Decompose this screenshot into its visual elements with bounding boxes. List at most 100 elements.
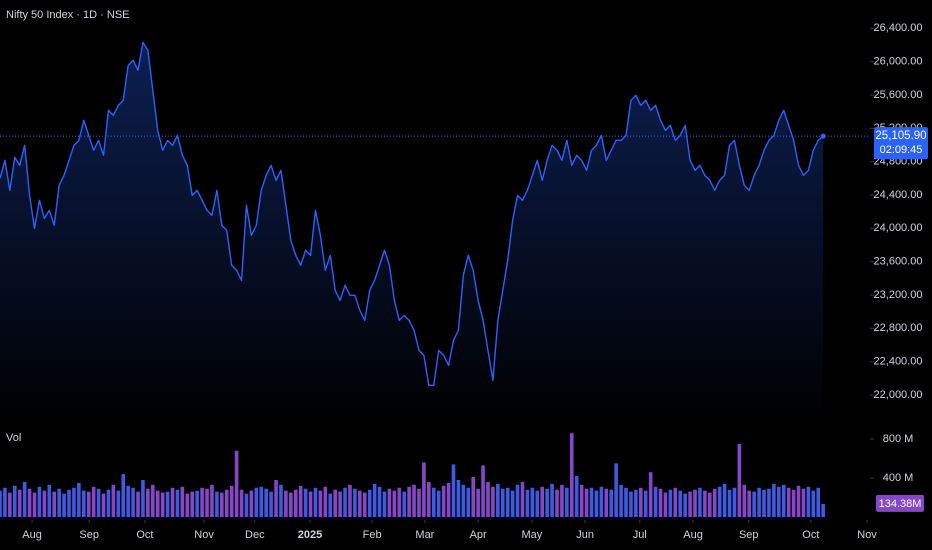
volume-bar (215, 491, 219, 517)
volume-bar (643, 490, 648, 517)
volume-bar (781, 484, 786, 517)
volume-bar (708, 492, 712, 517)
volume-bar (3, 487, 7, 517)
volume-bar (328, 493, 333, 517)
last-price-label: 25,105.90 (875, 130, 926, 142)
x-tick-label: Dec (245, 529, 265, 541)
volume-bar (412, 484, 416, 517)
volume-bar (752, 491, 756, 517)
volume-bar (244, 493, 249, 517)
volume-bar (757, 487, 761, 517)
y-tick-label: 26,400.00 (874, 22, 923, 34)
volume-bar (392, 490, 397, 517)
y-tick-label: 800 M (883, 433, 914, 445)
volume-bar (481, 465, 485, 517)
volume-bar (638, 487, 643, 517)
volume-bar (515, 484, 520, 517)
volume-bar (747, 490, 752, 517)
volume-bar (0, 490, 2, 517)
volume-bar (683, 493, 687, 517)
volume-bar (81, 490, 86, 517)
volume-bar (126, 485, 130, 517)
volume-bar (668, 489, 673, 517)
volume-bar (101, 493, 106, 517)
volume-bar (254, 487, 259, 517)
volume-bar (382, 491, 387, 517)
volume-bar (500, 488, 505, 517)
volume-bar (545, 488, 549, 517)
volume-bar (772, 483, 776, 517)
volume-bar (136, 491, 140, 517)
volume-bar (91, 486, 96, 517)
volume-bar (427, 481, 431, 517)
volume-bar (77, 482, 81, 517)
x-tick-label: 2025 (298, 529, 322, 541)
y-tick-label: 24,000.00 (874, 222, 923, 234)
volume-bar (712, 488, 717, 517)
volume-bar (264, 488, 268, 517)
volume-bar (42, 490, 47, 517)
volume-bar (180, 486, 185, 517)
y-tick-label: 26,000.00 (874, 56, 923, 68)
volume-bar (540, 486, 545, 517)
x-tick-label: Aug (683, 529, 703, 541)
volume-bar (604, 488, 609, 517)
last-volume-label: 134.38M (879, 498, 922, 510)
volume-bar (614, 463, 618, 517)
volume-bar (224, 489, 229, 517)
volume-bar (791, 489, 796, 517)
volume-bar (446, 482, 451, 517)
volume-bar (372, 483, 377, 517)
volume-bar (402, 491, 406, 517)
volume-bar (678, 490, 683, 517)
volume-bar (72, 487, 76, 517)
volume-bar (195, 490, 199, 517)
volume-bar (505, 487, 510, 517)
volume-bar (732, 487, 737, 517)
volume-bar (698, 487, 702, 517)
volume-bar (131, 487, 135, 517)
volume-bar (436, 490, 441, 517)
x-tick-label: Jul (633, 529, 647, 541)
volume-bar (155, 490, 160, 517)
volume-bar (239, 489, 244, 517)
volume-bar (584, 488, 589, 517)
y-tick-label: 400 M (883, 472, 914, 484)
volume-bar (530, 487, 535, 517)
volume-bar (116, 490, 121, 517)
volume-label: Vol (6, 432, 21, 444)
volume-bar (8, 492, 12, 517)
volume-bar (496, 483, 500, 517)
volume-bar (151, 484, 155, 517)
volume-bar (234, 450, 239, 517)
volume-bar (343, 487, 347, 517)
volume-bar (560, 484, 564, 517)
x-tick-label: Aug (22, 529, 42, 541)
volume-bar (737, 443, 742, 517)
volume-bar (165, 491, 170, 517)
volume-bar (653, 486, 658, 517)
volume-bar (274, 479, 278, 517)
volume-bar (175, 489, 180, 517)
x-tick-label: Feb (363, 529, 382, 541)
volume-bar (96, 488, 101, 517)
volume-bar (742, 484, 747, 517)
volume-bar (634, 489, 638, 517)
volume-bar (269, 491, 273, 517)
volume-bar (67, 489, 71, 517)
volume-bar (811, 490, 816, 517)
area-fill (0, 42, 824, 425)
volume-bar (348, 484, 352, 517)
volume-bar (441, 485, 446, 517)
volume-bar (663, 492, 668, 517)
countdown: 02:09:45 (880, 144, 923, 156)
volume-bar (796, 485, 801, 517)
x-tick-label: Nov (194, 529, 214, 541)
volume-bar (456, 479, 461, 517)
volume-bar (17, 489, 22, 517)
volume-bar (333, 489, 337, 517)
volume-bar (146, 488, 150, 517)
volume-bar (786, 487, 791, 517)
volume-bar (619, 484, 623, 517)
volume-bar (777, 486, 781, 517)
